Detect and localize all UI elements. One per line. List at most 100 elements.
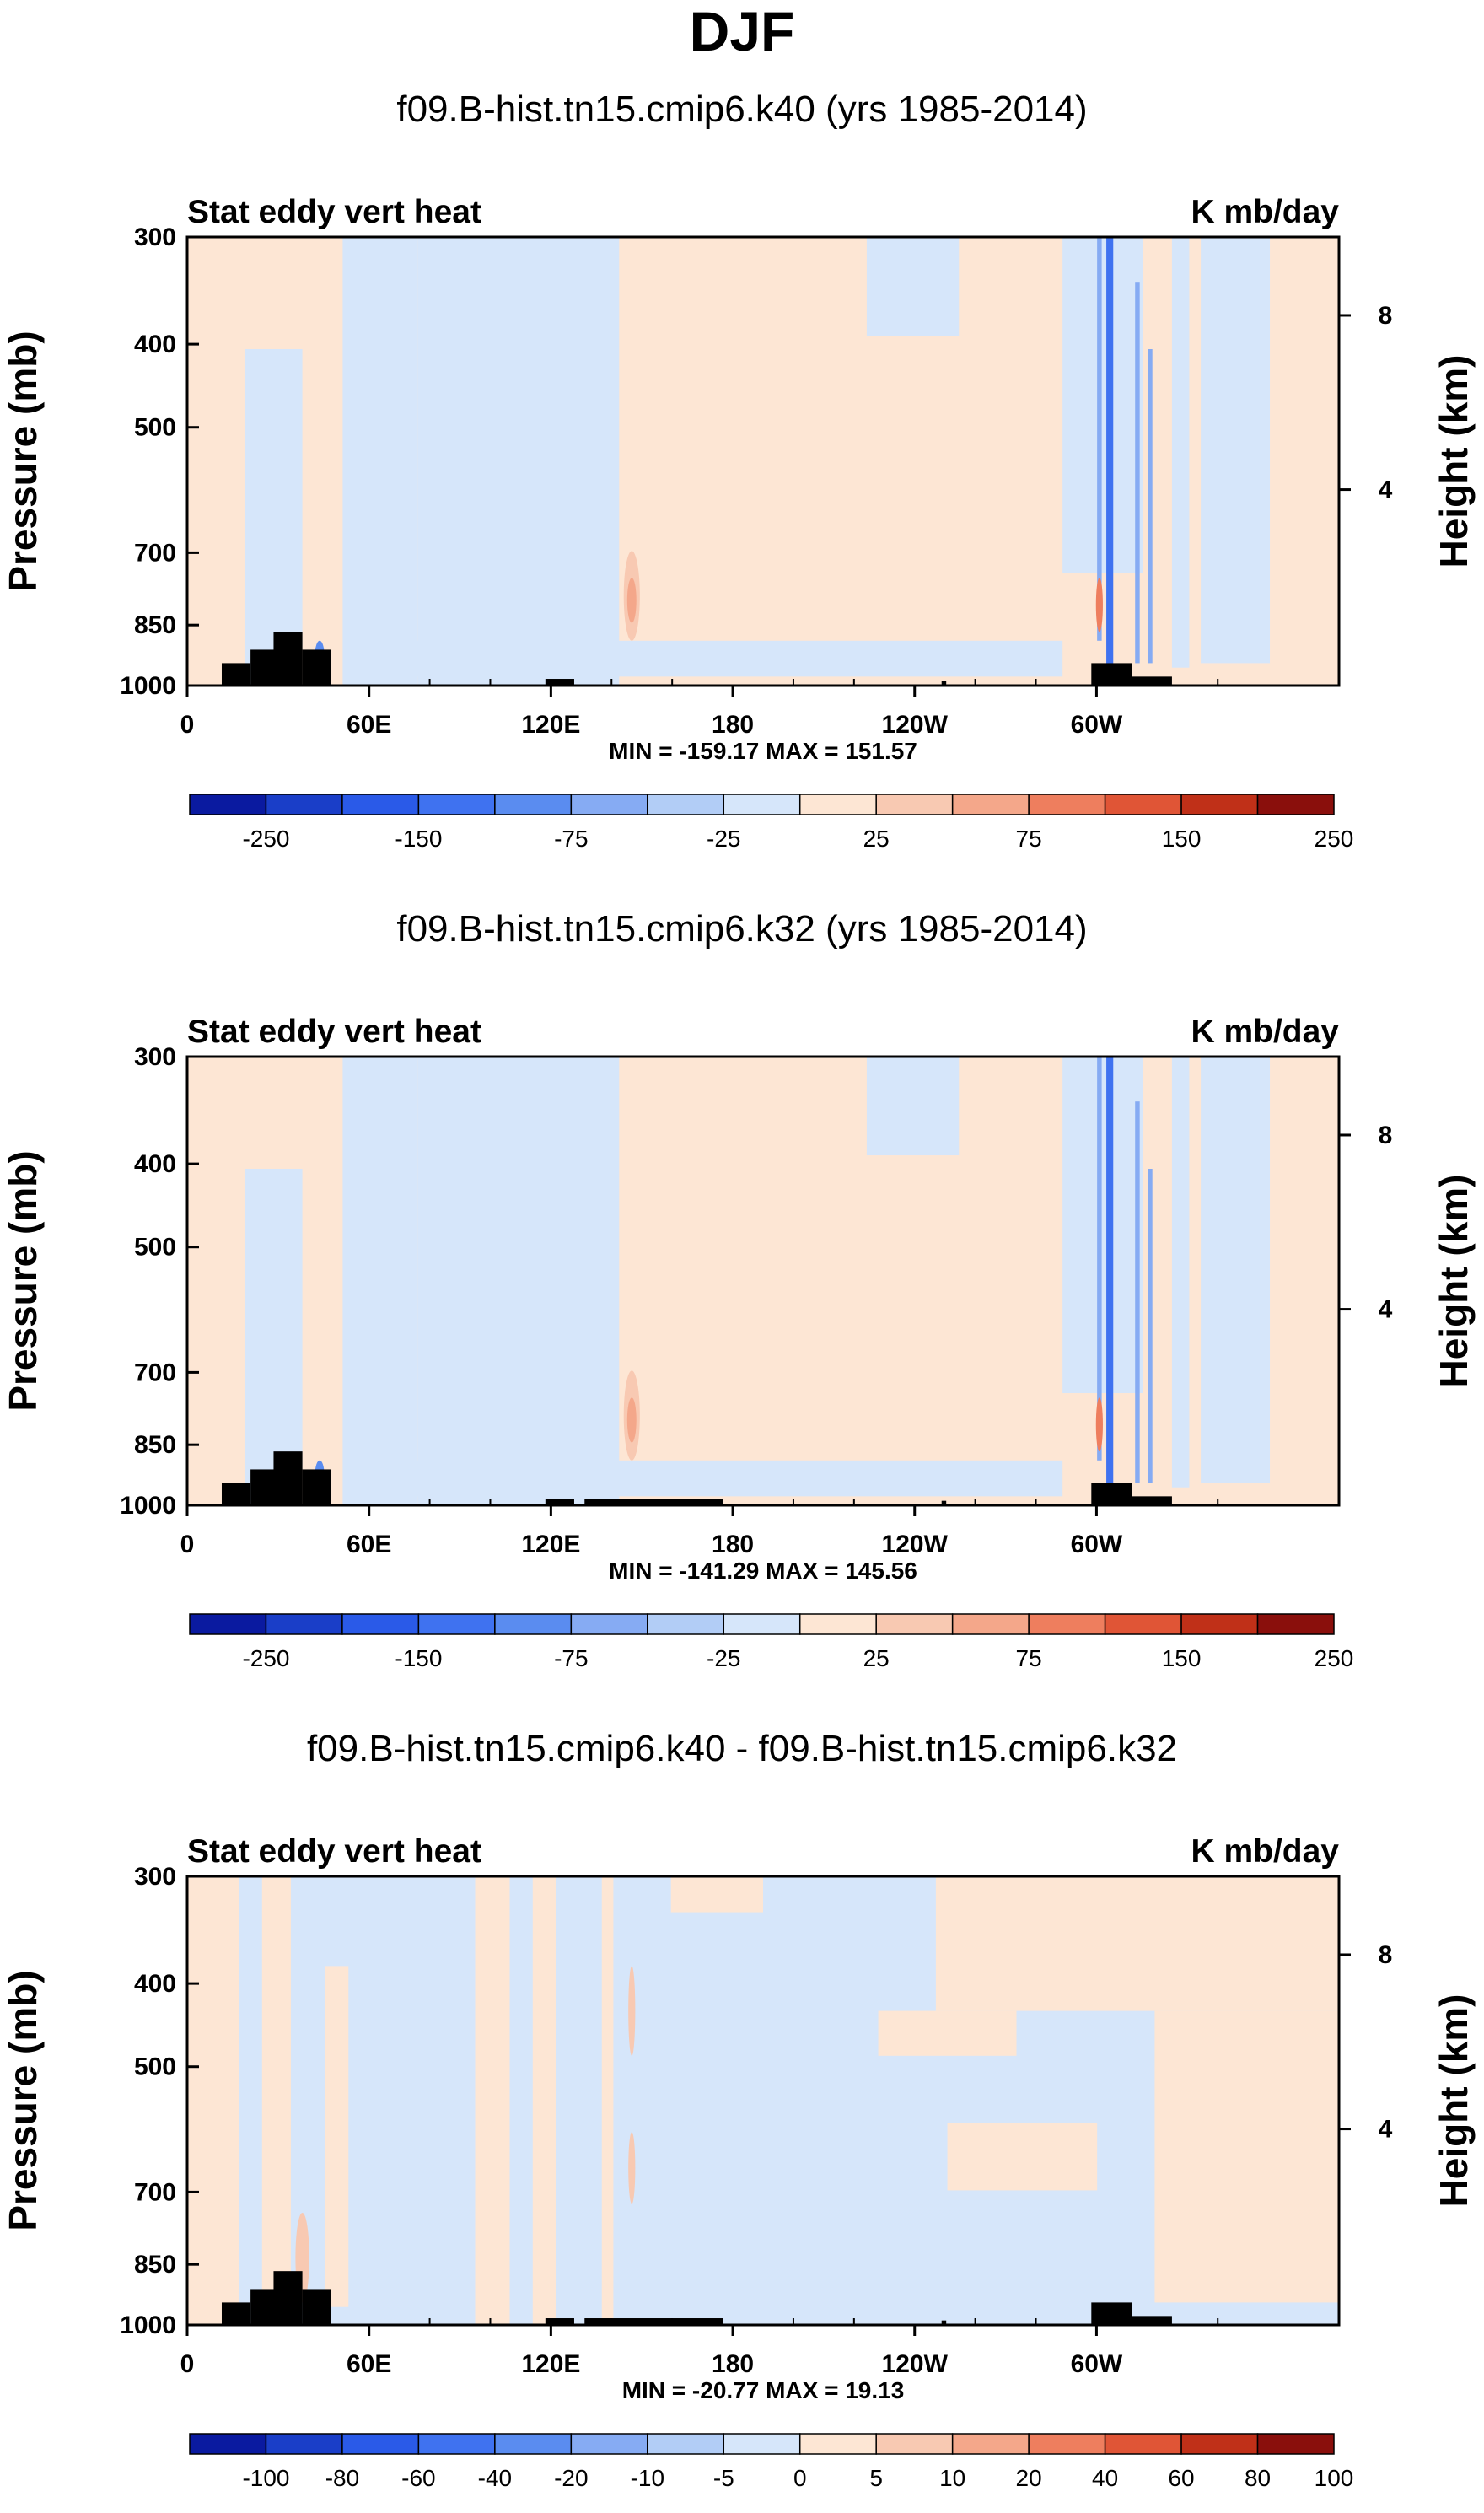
panels: f09.B-hist.tn15.cmip6.k40 (yrs 1985-2014… (1, 89, 1476, 2491)
pressure-axis-title: Pressure (mb) (1, 331, 45, 591)
colorbar-swatch (1104, 794, 1182, 815)
longitude-tick-label: 120E (521, 711, 580, 739)
field-region (1135, 1101, 1140, 1483)
pressure-tick-label: 500 (134, 2053, 176, 2081)
colorbar-swatch (1256, 1613, 1335, 1635)
pressure-tick-label: 700 (134, 1359, 176, 1386)
pressure-tick-label: 1000 (120, 1492, 176, 1520)
field-region (365, 1460, 1063, 1497)
colorbar-label: 75 (1016, 1645, 1042, 1671)
colorbar-label: -100 (242, 2465, 289, 2491)
longitude-tick-label: 120E (521, 1531, 580, 1558)
pressure-tick-label: 850 (134, 611, 176, 639)
colorbar-label: 100 (1315, 2465, 1354, 2491)
colorbar-swatch (647, 1613, 725, 1635)
colorbar: -250 -150 -75 -25 25 75 150 250 (189, 794, 1353, 852)
colorbar-swatch (265, 2433, 343, 2455)
topography-block (1091, 2302, 1132, 2325)
contour-field (187, 1876, 1339, 2325)
field-region (342, 237, 418, 686)
field-region (261, 1876, 291, 2307)
longitude-tick-label: 60E (347, 2350, 391, 2378)
colorbar-swatch (723, 1613, 801, 1635)
colorbar-swatch (494, 794, 573, 815)
colorbar-swatch (189, 1613, 267, 1635)
colorbar-label: 250 (1315, 1645, 1354, 1671)
field-region (1062, 237, 1143, 573)
main-title: DJF (690, 0, 795, 62)
colorbar-swatch (1104, 2433, 1182, 2455)
field-region (1095, 578, 1103, 632)
field-region (1106, 237, 1114, 668)
pressure-tick-label: 300 (134, 223, 176, 251)
field-region (475, 1876, 510, 2325)
field-region (325, 1966, 349, 2307)
colorbar-label: -40 (478, 2465, 512, 2491)
colorbar-label: -150 (395, 1645, 442, 1671)
colorbar-label: 60 (1168, 2465, 1194, 2491)
field-region (670, 1876, 763, 1913)
colorbar-swatch (1180, 794, 1259, 815)
colorbar-swatch (951, 2433, 1030, 2455)
colorbar-label: 20 (1016, 2465, 1042, 2491)
colorbar-swatch (265, 1613, 343, 1635)
topography-block (221, 2302, 251, 2325)
longitude-tick-label: 60W (1071, 2350, 1123, 2378)
field-region (1171, 237, 1190, 668)
field-region (1154, 2010, 1339, 2303)
pressure-tick-label: 400 (134, 1970, 176, 1998)
colorbar-swatch (647, 2433, 725, 2455)
panel-3: f09.B-hist.tn15.cmip6.k40 - f09.B-hist.t… (1, 1728, 1476, 2491)
pressure-axis-title: Pressure (mb) (1, 1970, 45, 2230)
field-region (1201, 1057, 1271, 1483)
field-region (1201, 237, 1271, 664)
colorbar-swatch (1104, 1613, 1182, 1635)
field-region (866, 1057, 960, 1156)
colorbar-swatch (265, 794, 343, 815)
topography-block (221, 663, 251, 686)
topography-block (545, 1499, 574, 1505)
colorbar-label: -25 (707, 1645, 740, 1671)
topography-block (302, 2289, 331, 2325)
colorbar-label: -150 (395, 826, 442, 852)
colorbar-swatch (875, 794, 954, 815)
topography-block (1132, 1496, 1172, 1505)
height-tick-label: 4 (1379, 1296, 1393, 1324)
longitude-tick-label: 120W (882, 1531, 949, 1558)
longitude-tick-label: 0 (180, 1531, 195, 1558)
colorbar-label: 25 (863, 1645, 890, 1671)
field-region (417, 1057, 620, 1505)
colorbar-label: 150 (1162, 826, 1202, 852)
panel-title: f09.B-hist.tn15.cmip6.k40 - f09.B-hist.t… (307, 1728, 1177, 1769)
colorbar-label: -75 (554, 826, 588, 852)
units-label: K mb/day (1191, 1833, 1339, 1870)
colorbar-swatch (1256, 794, 1335, 815)
pressure-tick-label: 500 (134, 414, 176, 442)
units-label: K mb/day (1191, 194, 1339, 230)
topography-block (545, 2318, 574, 2325)
colorbar-swatch (951, 794, 1030, 815)
field-region (1106, 1057, 1114, 1488)
plot-frame (186, 1875, 1341, 2327)
min-max-label: MIN = -20.77 MAX = 19.13 (622, 2377, 905, 2403)
colorbar-swatch (1028, 794, 1106, 815)
height-tick-label: 8 (1379, 1122, 1393, 1149)
longitude-tick-label: 60W (1071, 1531, 1123, 1558)
colorbar-swatch (798, 2433, 877, 2455)
colorbar-swatch (341, 1613, 420, 1635)
field-region (532, 1876, 556, 2325)
panel-title: f09.B-hist.tn15.cmip6.k32 (yrs 1985-2014… (396, 908, 1087, 950)
colorbar-swatch (1256, 2433, 1335, 2455)
colorbar-label: -20 (554, 2465, 588, 2491)
longitude-tick-label: 180 (712, 711, 754, 739)
colorbar-label: 0 (793, 2465, 807, 2491)
longitude-tick-label: 0 (180, 2350, 195, 2378)
topography-block (1091, 1483, 1132, 1505)
height-axis-title: Height (km) (1432, 1994, 1476, 2208)
variable-label: Stat eddy vert heat (187, 194, 481, 230)
panel-1: f09.B-hist.tn15.cmip6.k40 (yrs 1985-2014… (1, 89, 1476, 852)
min-max-label: MIN = -141.29 MAX = 145.56 (609, 1558, 917, 1584)
longitude-tick-label: 0 (180, 711, 195, 739)
topography-block (1091, 663, 1132, 686)
